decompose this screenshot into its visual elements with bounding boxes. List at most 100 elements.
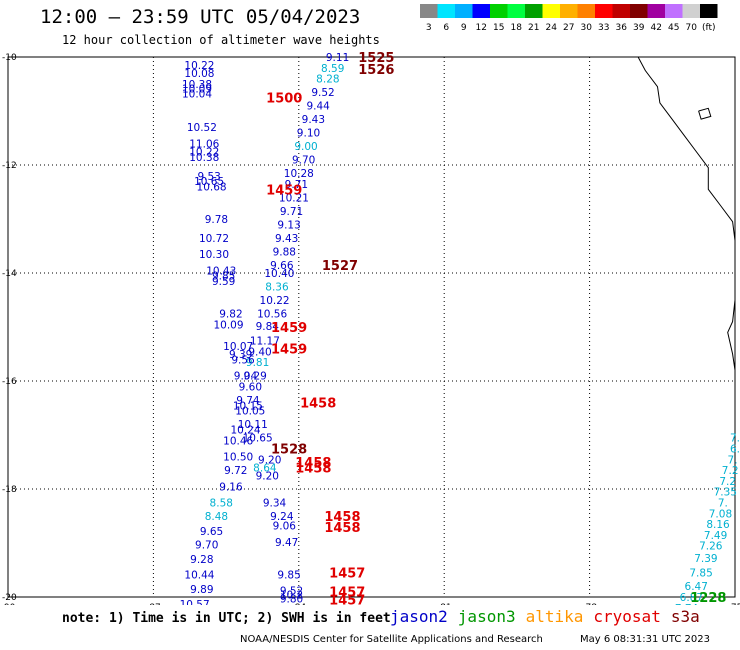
pass-time-label: 1458 — [295, 456, 331, 471]
wave-height-label: 11.17 — [250, 336, 280, 348]
lon-tick-label: -81 — [437, 603, 452, 605]
wave-height-label: 9.06 — [273, 521, 297, 533]
colorbar-label: 70 — [686, 23, 698, 33]
wave-height-label: 8.48 — [205, 511, 228, 523]
pass-time-label: 1457 — [329, 594, 365, 605]
colorbar-swatch — [665, 4, 683, 18]
wave-height-label: 7.26 — [699, 541, 723, 553]
wave-height-label: 9.53 — [197, 171, 220, 183]
lon-tick-label: -75 — [728, 603, 740, 605]
wave-height-label: 10.68 — [197, 182, 227, 194]
legend-s3a: s3a — [670, 607, 700, 626]
lon-tick-label: -84 — [291, 603, 306, 605]
wave-height-label: 10.21 — [279, 192, 309, 204]
wave-height-label: 6. — [730, 444, 740, 456]
wave-height-label: 10.30 — [199, 249, 229, 261]
pass-time-label: 1457 — [329, 567, 365, 582]
wave-height-label: 10.28 — [284, 168, 314, 180]
wave-height-label: 10.22 — [189, 147, 219, 159]
wave-height-label: 10.40 — [264, 268, 294, 280]
colorbar-label: 45 — [668, 23, 679, 33]
colorbar-label: 18 — [511, 23, 523, 33]
pass-time-label: 1500 — [266, 92, 302, 107]
wave-height-label: 8.64 — [253, 462, 277, 474]
colorbar-swatch — [595, 4, 613, 18]
wave-height-label: 9.13 — [277, 219, 300, 231]
colorbar-label: 33 — [598, 23, 609, 33]
colorbar-label: (ft) — [702, 23, 716, 33]
map-title: 12:00 – 23:59 UTC 05/04/2023 — [40, 6, 361, 28]
wave-height-label: 9.65 — [200, 526, 223, 538]
pass-time-label: 1457 — [329, 586, 365, 601]
lat-tick-label: -18 — [2, 485, 17, 495]
colorbar-swatch — [630, 4, 648, 18]
wave-height-label: 9.20 — [258, 454, 281, 466]
wave-height-colorbar: 3 6 9 12 15 18 21 24 27 30 33 36 39 42 45 70 (ft) — [420, 4, 718, 33]
wave-height-label: 7.49 — [704, 530, 727, 542]
wave-height-label: 10.07 — [223, 341, 253, 353]
colorbar-swatch — [577, 4, 595, 18]
wave-height-label: 9.56 — [231, 354, 255, 366]
altimeter-map: -90 -87 -84 -81 -78 -75 -10 -12 -14 -16 -18 -20 9.11… — [1, 51, 740, 605]
wave-height-label: 9.52 — [311, 87, 334, 99]
colorbar-swatch — [682, 4, 700, 18]
wave-height-label: 10.22 — [260, 295, 290, 307]
pass-time-label: 1458 — [324, 510, 360, 525]
wave-height-label: 9.81 — [246, 357, 269, 369]
wave-height-label: 9.60 — [239, 381, 262, 393]
wave-height-label: 9.16 — [219, 481, 243, 493]
wave-height-label: 9.66 — [270, 260, 294, 272]
wave-height-label: 9.28 — [190, 554, 213, 566]
legend-cryosat: cryosat — [593, 607, 661, 626]
colorbar-label: 9 — [461, 23, 467, 33]
wave-height-label: 9.72 — [224, 465, 247, 477]
wave-height-label: 10.15 — [233, 400, 263, 412]
island-outline — [698, 107, 712, 120]
wave-height-label: 10.09 — [213, 319, 243, 331]
wave-height-label: 8.59 — [321, 63, 344, 75]
colorbar-swatch — [455, 4, 473, 18]
wave-height-label: 10.50 — [223, 452, 253, 464]
wave-height-label: 9.78 — [205, 214, 228, 226]
wave-height-label: 10.56 — [257, 309, 287, 321]
wave-height-label: 9.85 — [277, 569, 300, 581]
colorbar-label: 6 — [443, 23, 449, 33]
wave-height-label: 6.47 — [685, 581, 708, 593]
wave-height-label: 7.35 — [714, 487, 737, 499]
map-subtitle: 12 hour collection of altimeter wave hei… — [62, 33, 380, 47]
colorbar-swatch — [490, 4, 508, 18]
colorbar-label: 39 — [633, 23, 645, 33]
colorbar-swatch — [507, 4, 525, 18]
wave-height-label: 7. — [730, 433, 740, 445]
wave-height-label: 8.58 — [210, 498, 233, 510]
wave-height-label: 9.39 — [229, 349, 252, 361]
pass-time-label: 1459 — [266, 183, 302, 198]
wave-height-label: 9.70 — [292, 155, 315, 167]
colorbar-label: 15 — [493, 23, 504, 33]
colorbar-swatch — [700, 4, 718, 18]
wave-height-label: 9.89 — [190, 584, 213, 596]
pass-time-label: 1458 — [324, 521, 360, 536]
colorbar-label: 30 — [581, 23, 593, 33]
wave-height-label: 7.2 — [719, 476, 736, 488]
wave-height-label: 9.59 — [212, 276, 235, 288]
wave-height-label: 7.74 — [675, 603, 699, 605]
wave-height-label: 7.85 — [689, 568, 712, 580]
legend-jason2: jason2 — [390, 607, 448, 626]
lat-tick-label: -16 — [2, 377, 17, 387]
wave-height-label: 9.29 — [243, 371, 266, 383]
wave-height-label: 9.82 — [219, 309, 242, 321]
wave-height-label: 9.40 — [248, 346, 271, 358]
wave-height-label: 9.71 — [285, 179, 308, 191]
wave-height-label: 10.08 — [184, 68, 214, 80]
wave-height-label: 10.65 — [194, 176, 224, 188]
wave-height-label: 10.57 — [180, 599, 210, 605]
lon-tick-label: -90 — [1, 603, 16, 605]
pass-time-label: 1528 — [271, 443, 307, 458]
wave-height-label: 9.20 — [256, 471, 279, 483]
wave-height-label: 9.00 — [294, 141, 317, 153]
colorbar-swatch — [647, 4, 665, 18]
lat-tick-label: -10 — [2, 53, 17, 63]
wave-height-label: 9.80 — [280, 594, 303, 605]
pass-time-label: 1459 — [271, 343, 307, 358]
